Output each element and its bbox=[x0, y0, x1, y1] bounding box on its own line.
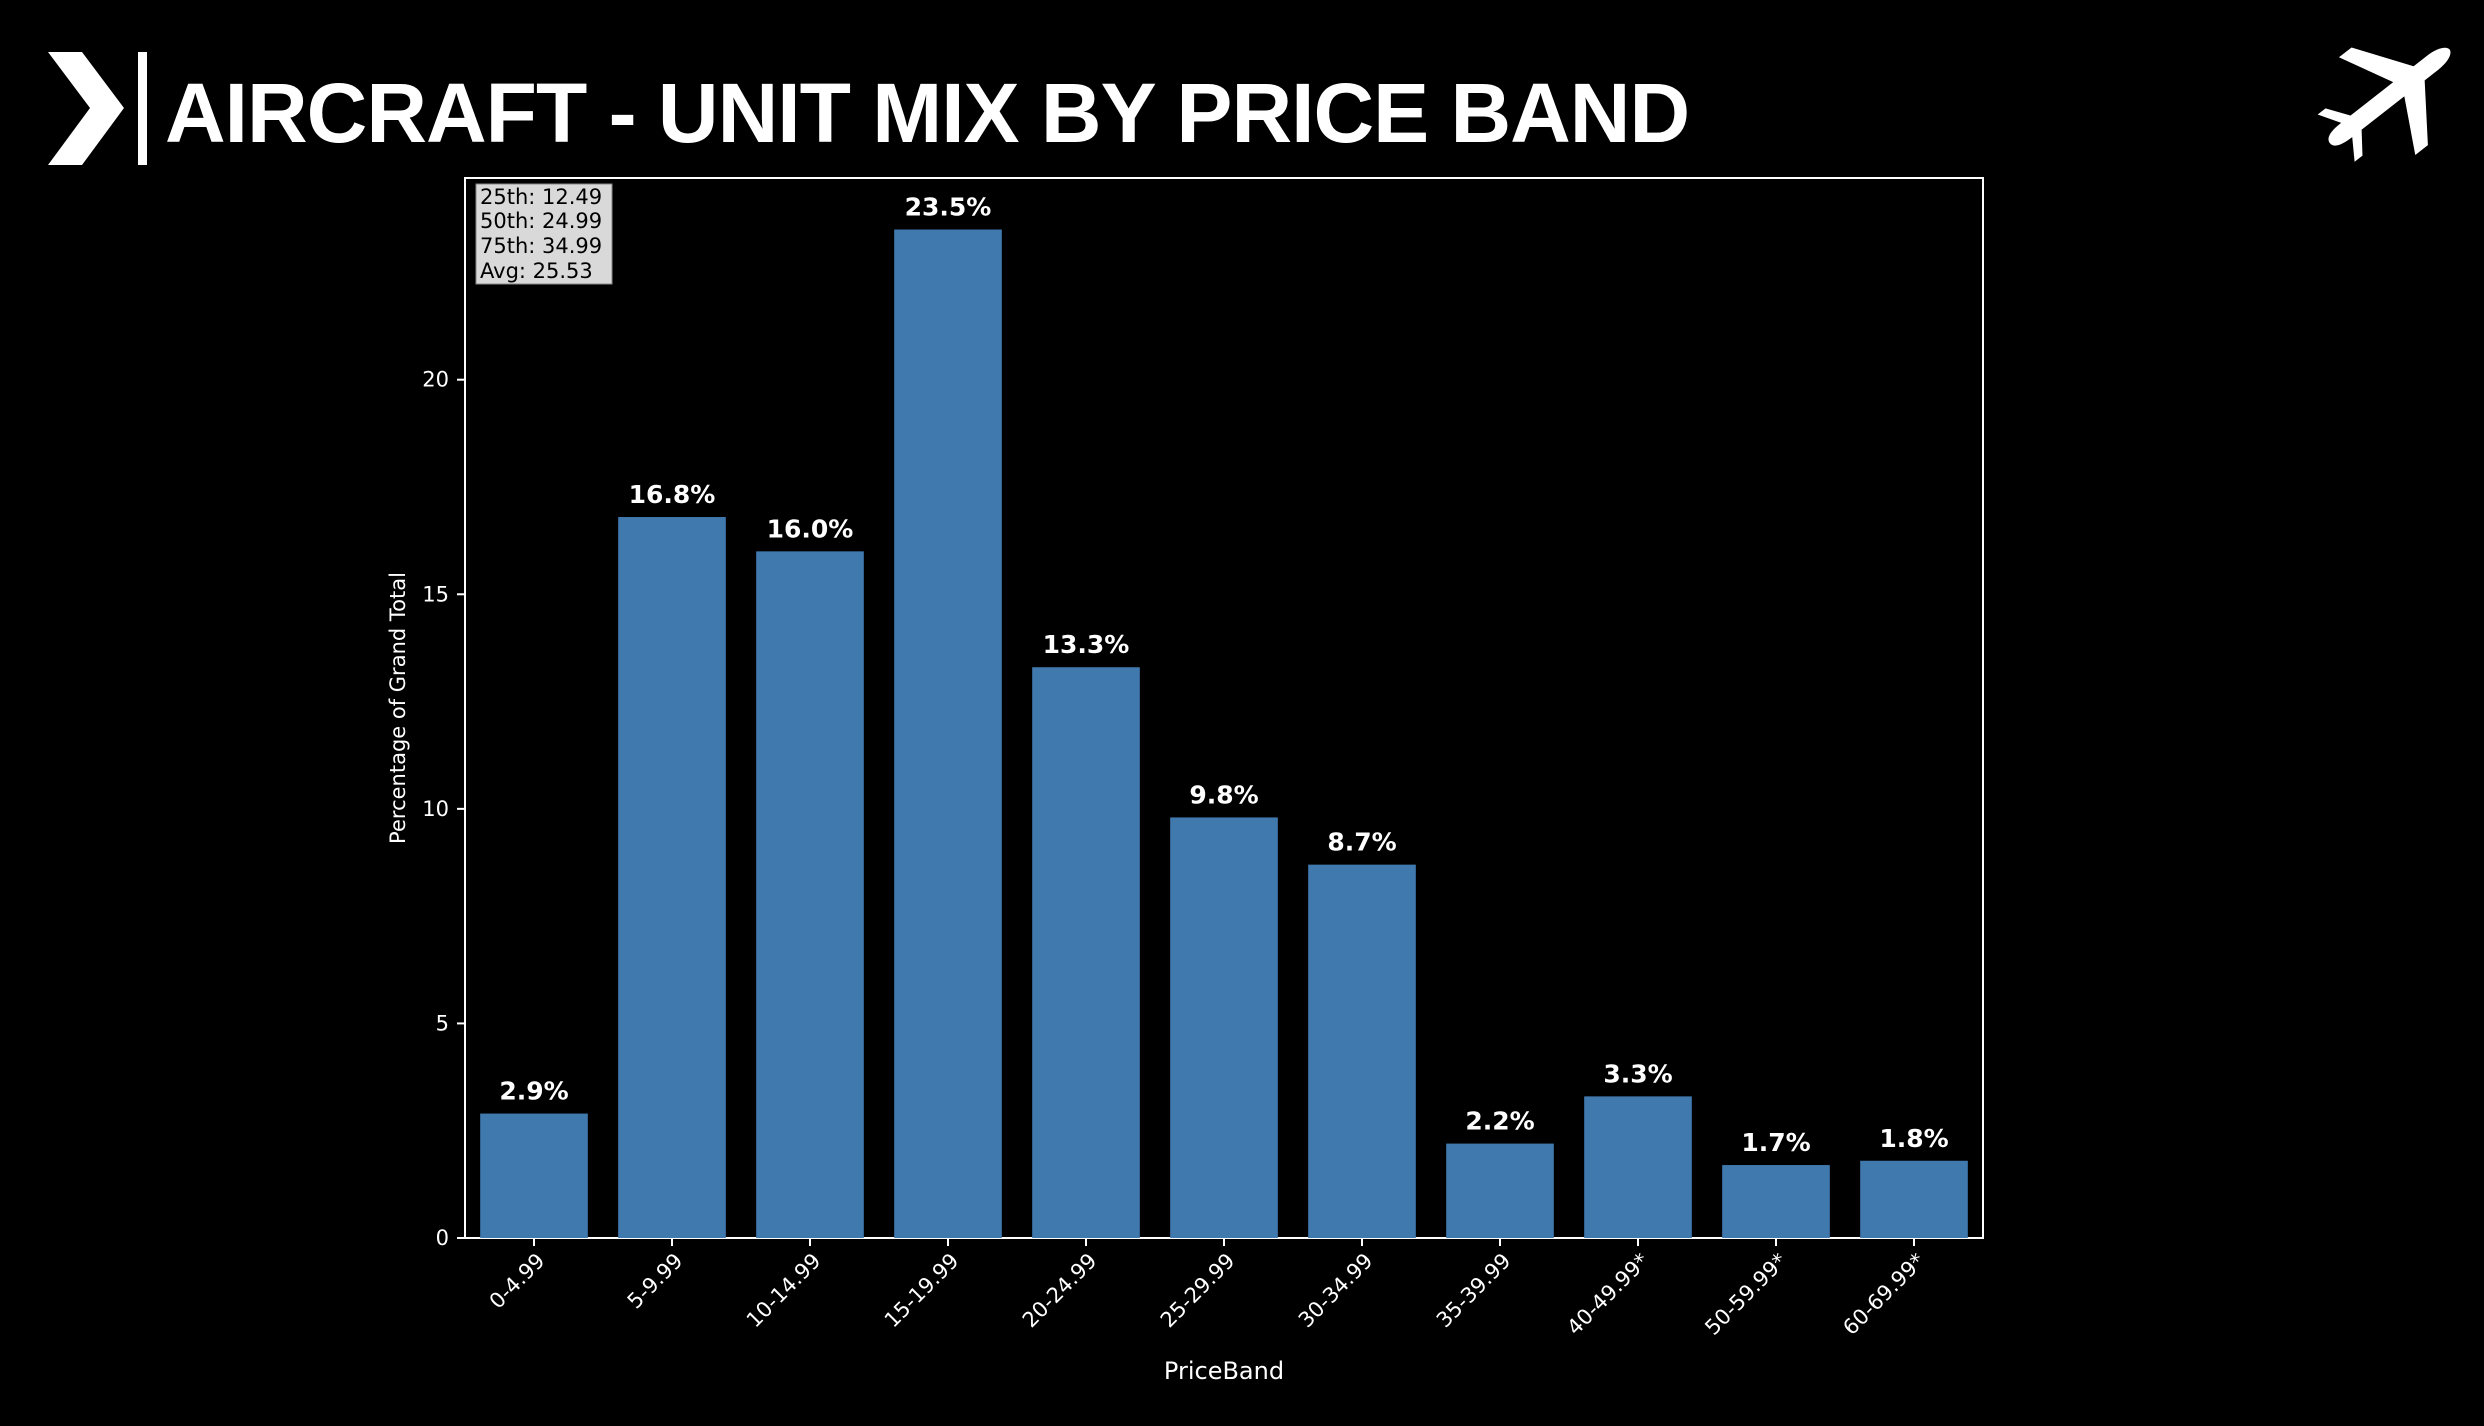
bar-35-39.99 bbox=[1446, 1143, 1554, 1238]
x-tick-label-60-69.99*: 60-69.99* bbox=[1838, 1249, 1929, 1340]
y-tick-label-0: 0 bbox=[436, 1226, 449, 1250]
data-label-0-4.99: 2.9% bbox=[499, 1077, 568, 1106]
data-label-5-9.99: 16.8% bbox=[629, 480, 716, 509]
x-axis-label: PriceBand bbox=[1164, 1357, 1284, 1385]
bar-60-69.99* bbox=[1860, 1160, 1968, 1238]
data-label-25-29.99: 9.8% bbox=[1189, 780, 1258, 809]
y-tick-label-5: 5 bbox=[436, 1011, 449, 1035]
x-tick-label-10-14.99: 10-14.99 bbox=[742, 1249, 826, 1333]
stats-75th: 75th: 34.99 bbox=[480, 234, 602, 258]
stats-avg: Avg: 25.53 bbox=[480, 259, 593, 283]
y-axis-label: Percentage of Grand Total bbox=[386, 572, 410, 844]
bar-15-19.99 bbox=[894, 229, 1002, 1238]
airplane-icon bbox=[2317, 47, 2451, 162]
x-tick-label-40-49.99*: 40-49.99* bbox=[1562, 1249, 1653, 1340]
data-label-50-59.99*: 1.7% bbox=[1741, 1128, 1810, 1157]
stats-25th: 25th: 12.49 bbox=[480, 185, 602, 209]
x-tick-label-5-9.99: 5-9.99 bbox=[623, 1249, 688, 1314]
bar-30-34.99 bbox=[1308, 864, 1416, 1238]
x-tick-label-20-24.99: 20-24.99 bbox=[1018, 1249, 1102, 1333]
page-title: AIRCRAFT - UNIT MIX BY PRICE BAND bbox=[165, 66, 1690, 160]
play-chevron-icon bbox=[48, 52, 124, 165]
data-label-40-49.99*: 3.3% bbox=[1603, 1059, 1672, 1088]
data-label-60-69.99*: 1.8% bbox=[1879, 1124, 1948, 1153]
data-label-15-19.99: 23.5% bbox=[905, 192, 992, 221]
bar-5-9.99 bbox=[618, 517, 726, 1238]
title-divider bbox=[138, 52, 147, 165]
y-axis: 0 5 10 15 20 bbox=[422, 368, 465, 1250]
bar-25-29.99 bbox=[1170, 817, 1278, 1238]
bar-0-4.99 bbox=[480, 1113, 588, 1238]
data-label-10-14.99: 16.0% bbox=[767, 514, 854, 543]
x-tick-label-35-39.99: 35-39.99 bbox=[1432, 1249, 1516, 1333]
y-tick-label-15: 15 bbox=[422, 582, 449, 606]
y-tick-label-20: 20 bbox=[422, 368, 449, 392]
x-axis: 0-4.99 5-9.99 10-14.99 15-19.99 20-24.99 25-2… bbox=[485, 1238, 1930, 1340]
stats-50th: 50th: 24.99 bbox=[480, 209, 602, 233]
x-tick-label-25-29.99: 25-29.99 bbox=[1156, 1249, 1240, 1333]
bar-40-49.99* bbox=[1584, 1096, 1692, 1238]
x-tick-label-15-19.99: 15-19.99 bbox=[880, 1249, 964, 1333]
bar-20-24.99 bbox=[1032, 667, 1140, 1238]
stats-box-background bbox=[475, 183, 613, 285]
bars-group bbox=[480, 229, 1968, 1238]
data-label-30-34.99: 8.7% bbox=[1327, 828, 1396, 857]
bar-10-14.99 bbox=[756, 551, 864, 1238]
bar-50-59.99* bbox=[1722, 1165, 1830, 1238]
x-tick-label-30-34.99: 30-34.99 bbox=[1294, 1249, 1378, 1333]
data-labels-group: 2.9% 16.8% 16.0% 23.5% 13.3% 9.8% 8.7% 2.2% 3.3%… bbox=[499, 192, 1948, 1157]
x-tick-label-0-4.99: 0-4.99 bbox=[485, 1249, 550, 1314]
x-tick-label-50-59.99*: 50-59.99* bbox=[1700, 1249, 1791, 1340]
header: AIRCRAFT - UNIT MIX BY PRICE BAND bbox=[0, 0, 2484, 175]
data-label-20-24.99: 13.3% bbox=[1043, 630, 1130, 659]
y-tick-label-10: 10 bbox=[422, 797, 449, 821]
data-label-35-39.99: 2.2% bbox=[1465, 1107, 1534, 1136]
stats-box: 25th: 12.49 50th: 24.99 75th: 34.99 Avg:… bbox=[475, 183, 613, 285]
